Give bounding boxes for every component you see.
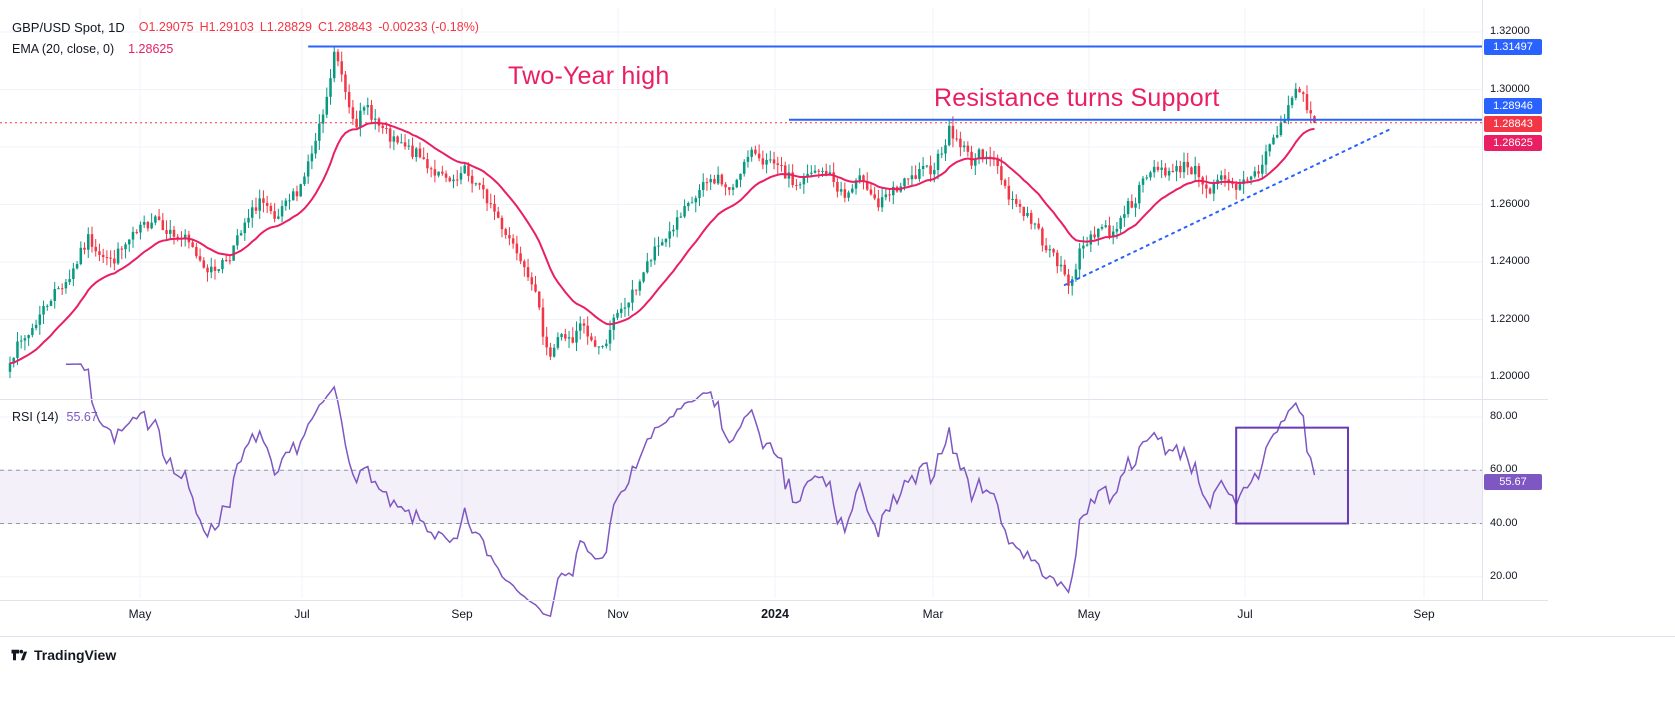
time-tick: May — [1077, 607, 1101, 621]
time-tick: Jul — [1237, 607, 1253, 621]
candlestick-chart-canvas[interactable] — [0, 0, 1548, 636]
attribution-bar: TradingView — [0, 636, 1675, 718]
ohlc-h: H1.29103 — [199, 20, 254, 34]
ohlc-c: C1.28843 — [318, 20, 373, 34]
rsi-tick: 80.00 — [1490, 410, 1518, 422]
time-tick: Jul — [294, 607, 310, 621]
price-tick: 1.22000 — [1490, 312, 1530, 325]
rsi-tick: 40.00 — [1490, 516, 1518, 529]
price-tick: 1.32000 — [1490, 25, 1530, 37]
ema-indicator-label: EMA (20, close, 0) — [12, 42, 115, 56]
rsi-indicator-value: 55.67 — [66, 410, 98, 424]
ohlc-o: O1.29075 — [138, 20, 194, 34]
annotation-two-year-high: Two-Year high — [508, 62, 670, 90]
time-tick: 2024 — [761, 607, 789, 621]
time-scale[interactable]: May Jul Sep Nov 2024 Mar May Jul Sep — [0, 601, 1482, 635]
price-scale[interactable]: 1.32000 1.30000 1.26000 1.24000 1.22000 1.200… — [1482, 0, 1552, 636]
price-badge: 1.28843 — [1484, 116, 1542, 132]
rsi-legend-row[interactable]: RSI (14) 55.67 — [12, 410, 98, 424]
tradingview-logo-icon — [11, 649, 28, 661]
rsi-badge: 55.67 — [1484, 474, 1542, 490]
price-tick: 1.30000 — [1490, 82, 1530, 95]
symbol-legend-row[interactable]: GBP/USD Spot, 1D O1.29075 H1.29103 L1.2882… — [12, 18, 479, 36]
symbol-title: GBP/USD Spot, 1D — [12, 19, 125, 35]
chart-legend: GBP/USD Spot, 1D O1.29075 H1.29103 L1.2882… — [12, 18, 479, 57]
ema-legend-row[interactable]: EMA (20, close, 0) 1.28625 — [12, 42, 479, 56]
ohlc-l: L1.28829 — [259, 20, 312, 34]
rsi-indicator-label: RSI (14) — [12, 410, 59, 424]
price-badge: 1.28946 — [1484, 97, 1542, 114]
time-tick: Nov — [607, 607, 629, 621]
time-tick: May — [128, 607, 152, 621]
price-tick: 1.20000 — [1490, 370, 1530, 382]
price-badge: 1.31497 — [1484, 38, 1542, 55]
tradingview-link[interactable]: TradingView — [10, 646, 116, 664]
ema-indicator-value: 1.28625 — [128, 42, 174, 56]
price-tick: 1.24000 — [1490, 255, 1530, 267]
tradingview-brand-text: TradingView — [34, 647, 117, 663]
time-tick: Mar — [922, 607, 944, 621]
change-value: -0.00233 (-0.18%) — [378, 20, 479, 34]
ohlc-values: O1.29075 H1.29103 L1.28829 C1.28843 -0.00233… — [133, 18, 479, 36]
time-tick: Sep — [451, 607, 473, 621]
price-tick: 1.26000 — [1490, 197, 1530, 210]
price-badge: 1.28625 — [1484, 134, 1542, 151]
annotation-resistance-turns-support: Resistance turns Support — [934, 84, 1220, 112]
rsi-tick: 20.00 — [1490, 569, 1518, 582]
time-tick: Sep — [1413, 607, 1435, 621]
rsi-tick: 60.00 — [1490, 463, 1518, 476]
